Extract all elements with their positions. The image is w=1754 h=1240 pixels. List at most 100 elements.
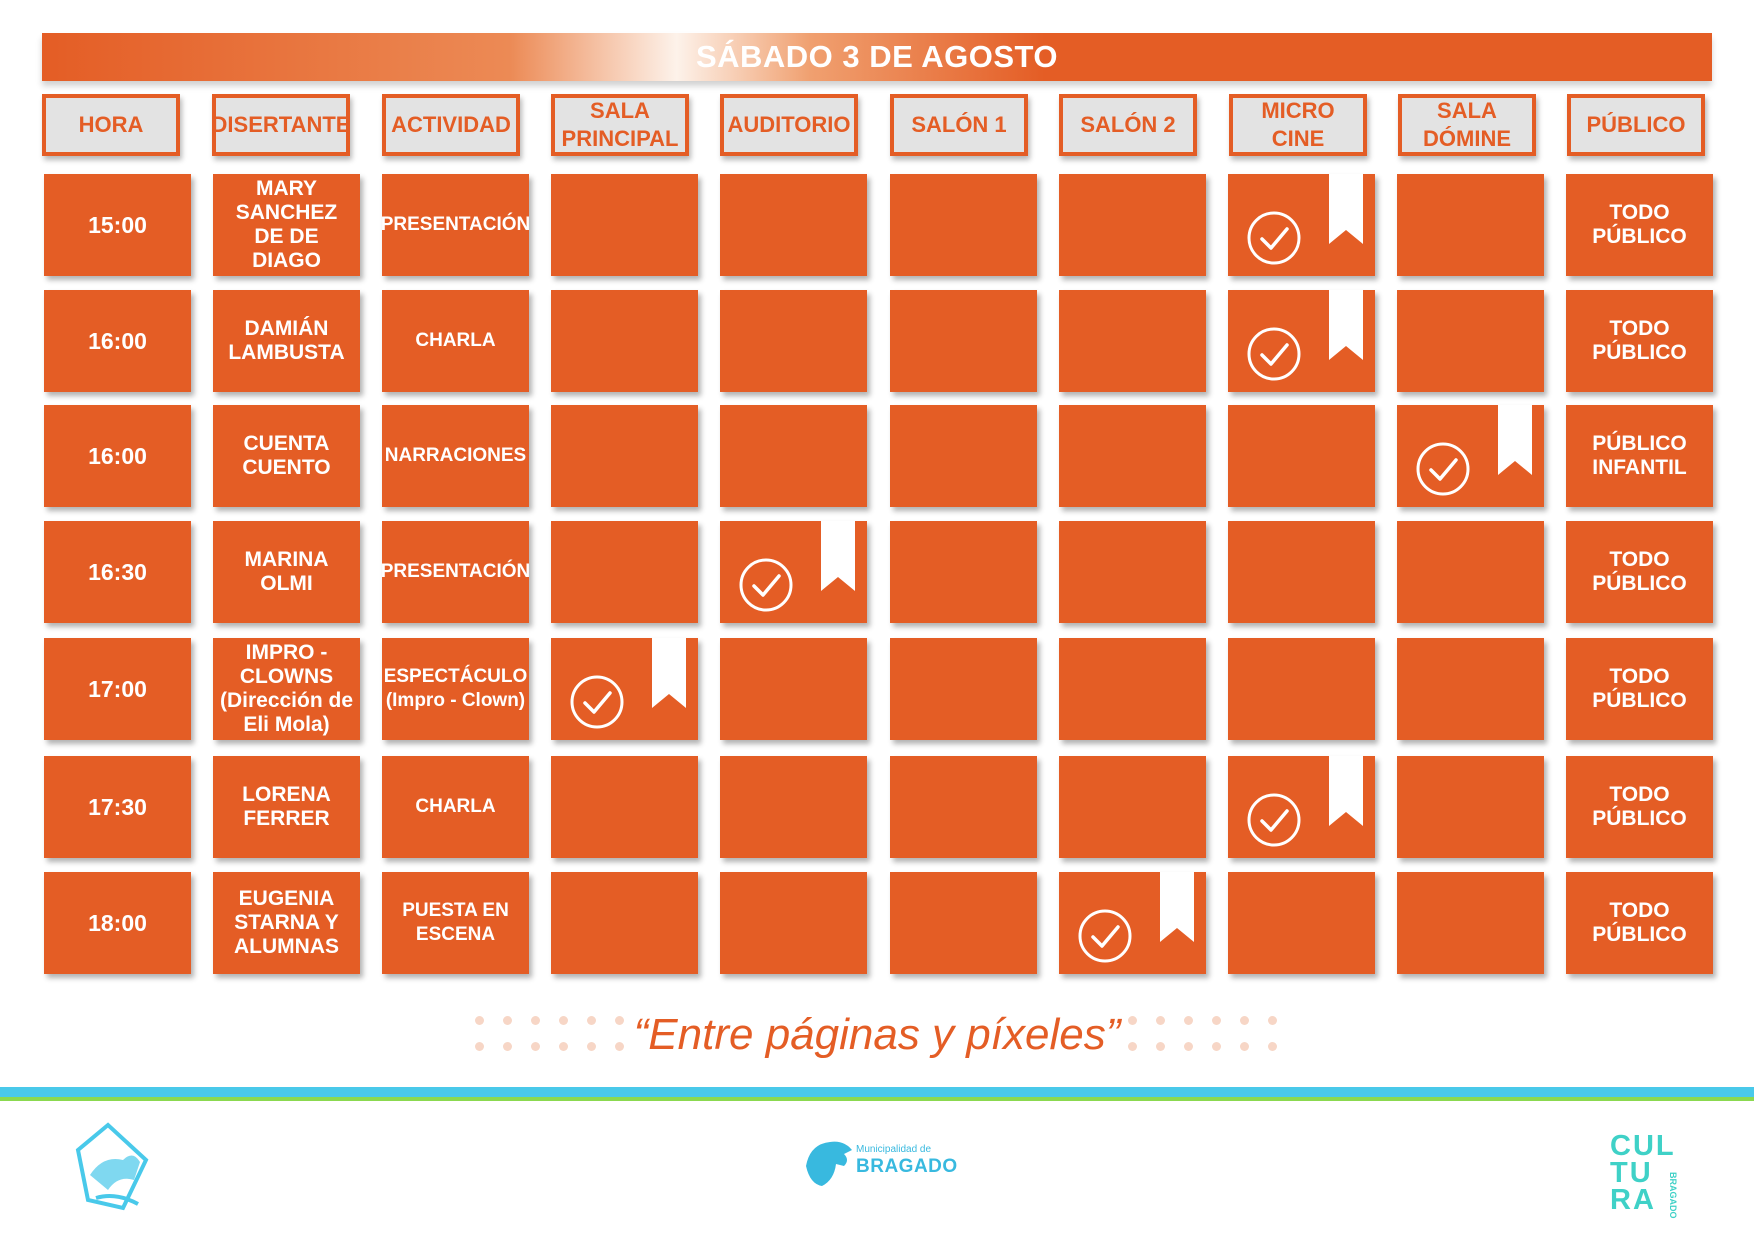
disertante-text: DAMIÁN LAMBUSTA [228, 317, 345, 364]
cell-auditorio [720, 756, 867, 858]
hora-text: 15:00 [88, 211, 147, 238]
cell-micro-cine [1228, 872, 1375, 974]
cell-disertante: IMPRO - CLOWNS (Dirección de Eli Mola) [213, 638, 360, 740]
cell-sala-principal [551, 872, 698, 974]
publico-text: TODO PÚBLICO [1592, 665, 1687, 712]
cell-sala-domine [1397, 290, 1544, 392]
cell-salon-2 [1059, 638, 1206, 740]
cell-sala-principal [551, 174, 698, 276]
header-label: SALA DÓMINE [1423, 98, 1511, 151]
cell-sala-domine [1397, 872, 1544, 974]
decor-dot [1156, 1016, 1165, 1025]
actividad-text: CHARLA [415, 796, 496, 817]
actividad-text: NARRACIONES [384, 445, 527, 466]
cell-micro-cine [1228, 405, 1375, 507]
header-label: SALÓN 1 [911, 112, 1007, 137]
actividad-text: PRESENTACIÓN [380, 214, 531, 235]
bragado-logo: Municipalidad de BRAGADO [800, 1136, 970, 1196]
disertante-text: MARY SANCHEZ DE DE DIAGO [235, 177, 338, 272]
cell-disertante: EUGENIA STARNA Y ALUMNAS [213, 872, 360, 974]
header-micro-cine: MICRO CINE [1229, 94, 1367, 156]
decor-dot [559, 1016, 568, 1025]
header-label: AUDITORIO [727, 112, 851, 137]
decor-dot [503, 1042, 512, 1051]
decor-dot [615, 1016, 624, 1025]
check-circle-icon [1078, 909, 1132, 963]
header-salon-1: SALÓN 1 [890, 94, 1028, 156]
hora-text: 16:00 [88, 327, 147, 354]
hora-text: 18:00 [88, 909, 147, 936]
cell-hora: 17:00 [44, 638, 191, 740]
actividad-text: PUESTA EN ESCENA [402, 900, 509, 945]
hora-text: 16:30 [88, 558, 147, 585]
decor-dot [1268, 1016, 1277, 1025]
publico-text: TODO PÚBLICO [1592, 548, 1687, 595]
cell-actividad: CHARLA [382, 756, 529, 858]
header-auditorio: AUDITORIO [720, 94, 858, 156]
cell-micro-cine [1228, 290, 1375, 392]
cell-salon-1 [890, 290, 1037, 392]
actividad-text: PRESENTACIÓN [380, 561, 531, 582]
cell-actividad: PRESENTACIÓN [380, 521, 531, 623]
check-circle-icon [1247, 211, 1301, 265]
cell-publico: TODO PÚBLICO [1566, 638, 1713, 740]
header-label: ACTIVIDAD [391, 112, 511, 137]
bookmark-ribbon-icon [1498, 405, 1532, 475]
header-sala-domine: SALA DÓMINE [1398, 94, 1536, 156]
decor-dot [587, 1042, 596, 1051]
check-circle-icon [1416, 442, 1470, 496]
cell-salon-2 [1059, 290, 1206, 392]
cell-disertante: LORENA FERRER [213, 756, 360, 858]
publico-text: TODO PÚBLICO [1592, 899, 1687, 946]
cell-salon-1 [890, 872, 1037, 974]
cell-sala-domine [1397, 756, 1544, 858]
cell-disertante: MARY SANCHEZ DE DE DIAGO [213, 174, 360, 276]
cell-micro-cine [1228, 756, 1375, 858]
cell-actividad: NARRACIONES [382, 405, 529, 507]
cell-salon-2 [1059, 405, 1206, 507]
header-label: SALÓN 2 [1080, 112, 1176, 137]
header-label: PÚBLICO [1586, 112, 1686, 137]
header-hora: HORA [42, 94, 180, 156]
bookmark-ribbon-icon [1160, 872, 1194, 942]
cell-sala-principal [551, 756, 698, 858]
bookmark-ribbon-icon [1329, 756, 1363, 826]
cell-disertante: MARINA OLMI [213, 521, 360, 623]
decor-dot [475, 1016, 484, 1025]
cell-hora: 16:00 [44, 405, 191, 507]
cell-auditorio [720, 872, 867, 974]
decor-dot [615, 1042, 624, 1051]
title-banner: SÁBADO 3 DE AGOSTO [42, 33, 1712, 81]
cultura-line-3: RA [1610, 1184, 1656, 1216]
center-logo-small-text: Municipalidad de [856, 1144, 932, 1155]
cell-auditorio [720, 174, 867, 276]
decor-dot [1184, 1042, 1193, 1051]
decor-dot [559, 1042, 568, 1051]
cultura-logo: CUL TU RA BRAGADO [1610, 1130, 1690, 1219]
cell-micro-cine [1228, 174, 1375, 276]
publico-text: TODO PÚBLICO [1592, 317, 1687, 364]
footer-line-green [0, 1097, 1754, 1101]
check-circle-icon [570, 675, 624, 729]
cell-salon-1 [890, 174, 1037, 276]
cell-sala-principal [551, 290, 698, 392]
check-circle-icon [739, 558, 793, 612]
page-title: SÁBADO 3 DE AGOSTO [695, 39, 1059, 74]
cultura-vertical-text: BRAGADO [1668, 1172, 1678, 1219]
cell-publico: TODO PÚBLICO [1566, 521, 1713, 623]
hora-text: 17:00 [88, 675, 147, 702]
decor-dot [1240, 1016, 1249, 1025]
cell-actividad: ESPECTÁCULO (Impro - Clown) [382, 638, 529, 740]
header-salon-2: SALÓN 2 [1059, 94, 1197, 156]
cell-actividad: PRESENTACIÓN [380, 174, 531, 276]
cell-sala-principal [551, 521, 698, 623]
center-logo-brand: BRAGADO [856, 1156, 958, 1177]
horse-head-icon [806, 1141, 852, 1186]
header-disertante: DISERTANTE [212, 94, 350, 156]
decor-dot [1212, 1042, 1221, 1051]
header-label: MICRO CINE [1261, 98, 1335, 151]
cell-publico: TODO PÚBLICO [1566, 174, 1713, 276]
decor-dot [1240, 1042, 1249, 1051]
cultura-line-1: CUL [1610, 1130, 1676, 1162]
cell-salon-2 [1059, 756, 1206, 858]
